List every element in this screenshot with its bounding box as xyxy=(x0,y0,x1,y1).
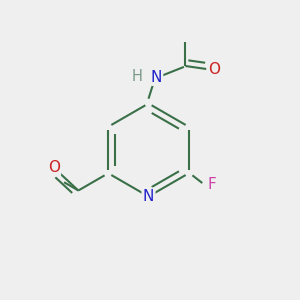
Text: O: O xyxy=(48,160,60,175)
Text: N: N xyxy=(151,70,162,85)
Text: O: O xyxy=(208,61,220,76)
Text: F: F xyxy=(208,177,216,192)
Text: N: N xyxy=(143,189,154,204)
Text: H: H xyxy=(132,69,143,84)
